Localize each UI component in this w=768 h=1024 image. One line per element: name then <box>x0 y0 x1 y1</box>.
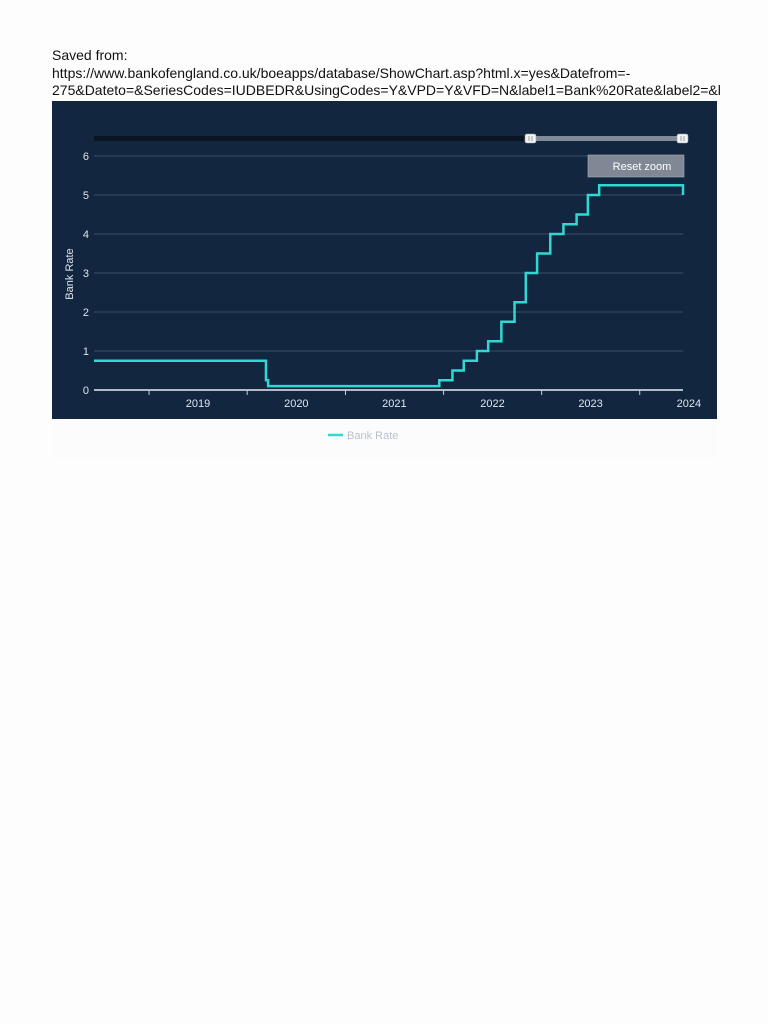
legend-label-bank-rate: Bank Rate <box>347 430 398 442</box>
legend-strip <box>52 419 717 459</box>
navigator-selection[interactable] <box>530 136 682 141</box>
x-tick-label-2019: 2019 <box>186 398 210 410</box>
source-url-line-2[interactable]: 275&Dateto=&SeriesCodes=IUDBEDR&UsingCod… <box>52 82 721 98</box>
x-axis: 2019 2020 2021 2022 2023 2024 <box>94 389 701 410</box>
x-tick-label-2022: 2022 <box>480 398 504 410</box>
series-layer <box>94 184 685 388</box>
y-tick-label-1: 1 <box>83 346 89 358</box>
series-line-bank-rate[interactable] <box>94 184 685 388</box>
reset-zoom-button[interactable]: Reset zoom <box>587 154 685 178</box>
x-tick-label-2021: 2021 <box>382 398 406 410</box>
reset-zoom-label: Reset zoom <box>613 161 672 173</box>
y-tick-label-2: 2 <box>83 307 89 319</box>
grid-lines <box>94 155 683 352</box>
source-url-line-1[interactable]: https://www.bankofengland.co.uk/boeapps/… <box>52 64 631 81</box>
navigator-left-handle[interactable] <box>524 133 537 144</box>
legend[interactable]: Bank Rate <box>328 430 398 442</box>
x-tick-label-2020: 2020 <box>284 398 308 410</box>
x-tick-label-2024: 2024 <box>677 398 701 410</box>
saved-from-header: Saved from: https://www.bankofengland.co… <box>52 47 768 100</box>
y-tick-label-5: 5 <box>83 190 89 202</box>
saved-from-label: Saved from: <box>52 47 128 63</box>
y-tick-label-3: 3 <box>83 268 89 280</box>
x-tick-label-2023: 2023 <box>578 398 602 410</box>
y-tick-label-0: 0 <box>83 385 89 397</box>
y-tick-label-4: 4 <box>83 229 89 241</box>
navigator-right-handle[interactable] <box>676 133 689 144</box>
y-axis-title: Bank Rate <box>64 248 76 299</box>
navigator-track <box>94 136 688 141</box>
y-tick-label-6: 6 <box>83 151 89 163</box>
range-navigator[interactable] <box>94 133 689 144</box>
bank-rate-chart: Reset zoom 0 1 2 3 4 5 6 Bank Rate 2019 2020 202… <box>64 133 701 442</box>
y-axis-ticks: 0 1 2 3 4 5 6 <box>83 151 89 397</box>
chart-panel <box>52 101 717 419</box>
